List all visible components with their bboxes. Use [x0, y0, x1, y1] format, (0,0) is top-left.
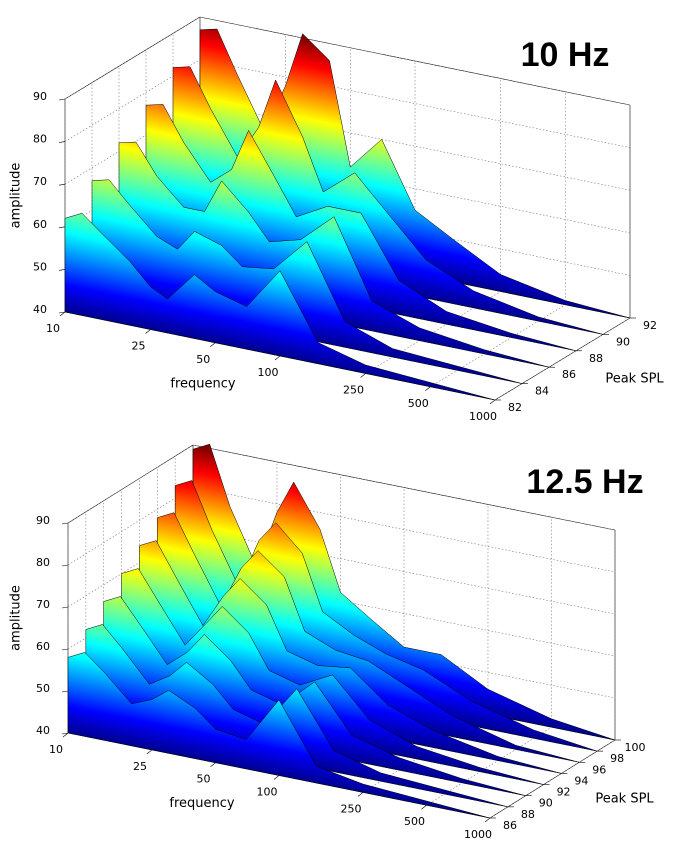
- y-tick-label: 96: [592, 763, 606, 776]
- grid-line: [489, 739, 616, 819]
- tick-mark: [61, 648, 69, 651]
- y-axis-label: Peak SPL: [595, 792, 654, 807]
- x-tick-label: 100: [258, 366, 279, 379]
- tick-mark: [59, 311, 66, 317]
- tick-mark: [421, 804, 427, 810]
- x-tick-label: 25: [133, 760, 147, 773]
- slice: [145, 104, 577, 352]
- tick-mark: [58, 98, 66, 101]
- tick-mark: [62, 732, 69, 738]
- x-tick-label: 10: [49, 743, 63, 756]
- tick-mark: [210, 342, 216, 347]
- z-tick-label: 40: [33, 303, 47, 316]
- tick-mark: [357, 792, 364, 797]
- slice: [139, 540, 562, 774]
- z-axis-label: amplitude: [9, 163, 24, 229]
- y-axis-label: Peak SPL: [605, 372, 664, 387]
- y-tick-label: 92: [643, 319, 657, 332]
- z-tick-label: 70: [33, 175, 47, 188]
- y-tick-label: 84: [535, 385, 549, 398]
- y-tick-label: 94: [574, 774, 588, 787]
- tick-mark: [210, 762, 216, 767]
- tick-mark: [58, 141, 66, 143]
- chart-title: 10 Hz: [521, 36, 610, 74]
- y-tick-label: 90: [539, 797, 553, 810]
- y-tick-label: 82: [508, 401, 522, 414]
- z-tick-label: 50: [36, 682, 50, 695]
- x-tick-label: 10: [46, 322, 60, 335]
- z-tick-label: 90: [36, 514, 50, 527]
- tick-mark: [58, 183, 66, 186]
- z-tick-label: 40: [36, 724, 50, 737]
- slice: [103, 596, 526, 796]
- z-tick-label: 70: [36, 598, 50, 611]
- box-edge: [494, 317, 631, 401]
- box-edge: [192, 444, 616, 531]
- z-axis-label: amplitude: [9, 585, 24, 651]
- y-tick-label: 86: [562, 368, 576, 381]
- z-tick-label: 50: [33, 260, 47, 273]
- y-tick-label: 100: [625, 741, 646, 754]
- z-tick-label: 60: [33, 218, 47, 231]
- tick-mark: [274, 355, 281, 361]
- tick-mark: [425, 386, 431, 391]
- z-tick-label: 60: [36, 640, 50, 653]
- slice: [157, 512, 580, 763]
- x-tick-label: 1000: [464, 828, 492, 841]
- y-tick-label: 88: [589, 352, 603, 365]
- grid-line: [67, 486, 194, 566]
- x-axis-label: frequency: [169, 796, 235, 811]
- tick-mark: [273, 775, 280, 780]
- tick-mark: [145, 329, 151, 334]
- x-tick-label: 250: [340, 802, 361, 815]
- tick-mark: [61, 690, 69, 693]
- tick-mark: [58, 311, 66, 314]
- tick-mark: [58, 226, 66, 229]
- slice: [85, 624, 508, 808]
- y-tick-label: 98: [610, 752, 624, 765]
- tick-mark: [489, 399, 496, 405]
- x-tick-label: 100: [257, 786, 278, 799]
- y-tick-label: 90: [616, 335, 630, 348]
- z-tick-label: 90: [33, 90, 47, 103]
- tick-mark: [58, 269, 66, 271]
- x-tick-label: 250: [343, 384, 364, 397]
- slice: [118, 141, 550, 368]
- box-edge: [199, 16, 631, 106]
- x-tick-label: 500: [404, 815, 425, 828]
- tick-mark: [61, 564, 69, 567]
- x-tick-label: 1000: [469, 410, 497, 423]
- chart-title: 12.5 Hz: [526, 463, 643, 501]
- y-tick-label: 86: [503, 819, 517, 832]
- box-edge: [64, 16, 201, 100]
- x-tick-label: 500: [408, 397, 429, 410]
- tick-mark: [61, 606, 69, 609]
- y-tick-label: 92: [557, 786, 571, 799]
- tick-mark: [360, 373, 366, 378]
- x-axis-label: frequency: [170, 377, 236, 392]
- slice: [67, 652, 491, 819]
- z-tick-label: 80: [36, 556, 50, 569]
- grid-line: [67, 444, 194, 524]
- tick-mark: [484, 817, 491, 823]
- x-tick-label: 50: [196, 773, 210, 786]
- tick-mark: [61, 522, 69, 525]
- x-tick-label: 25: [132, 340, 146, 353]
- slice: [91, 179, 523, 384]
- z-tick-label: 80: [33, 133, 47, 146]
- tick-mark: [61, 732, 69, 735]
- slice: [64, 212, 496, 401]
- y-tick-label: 88: [521, 808, 535, 821]
- tick-mark: [146, 749, 153, 755]
- slice: [121, 568, 544, 785]
- x-tick-label: 50: [196, 353, 210, 366]
